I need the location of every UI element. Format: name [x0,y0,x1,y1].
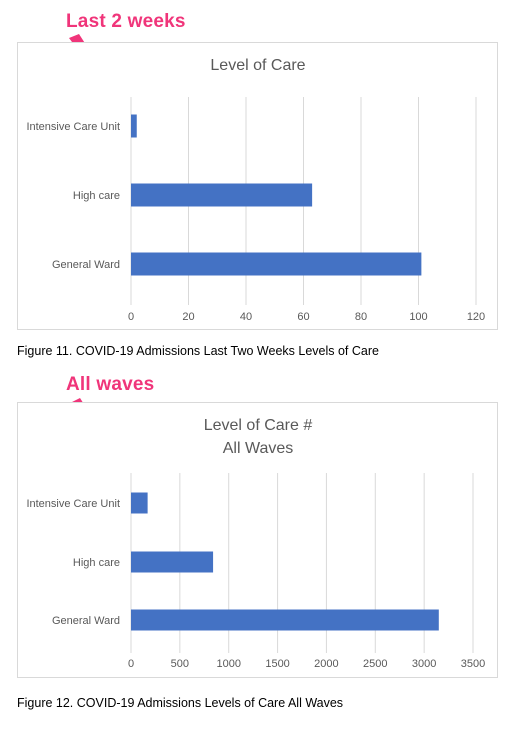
x-tick-label: 3000 [412,658,436,670]
category-label: General Ward [52,615,120,627]
figure-12-caption: Figure 12. COVID-19 Admissions Levels of… [17,696,344,710]
chart-level-of-care-last-2-weeks: Level of Care 0 20 40 60 80 100 120 Intensive Ca… [17,42,498,330]
x-tick-label: 1000 [216,658,240,670]
category-label: High care [73,190,120,202]
x-tick-label: 1500 [265,658,289,670]
chart-title: Level of Care # [204,417,313,434]
x-tick-label: 500 [171,658,189,670]
chart-level-of-care-all-waves: Level of Care # All Waves 0 500 1000 1500 2000… [17,402,498,678]
bar [131,551,214,573]
bar [131,114,137,138]
annotation-last-2-weeks: Last 2 weeks [66,11,186,32]
figure-11-caption: Figure 11. COVID-19 Admissions Last Two … [17,344,379,358]
x-tick-label: 80 [355,311,367,323]
x-tick-label: 40 [240,311,252,323]
x-tick-label: 100 [409,311,427,323]
x-tick-label: 2500 [363,658,387,670]
x-tick-label: 60 [297,311,309,323]
bar [131,183,313,207]
x-tick-label: 0 [128,311,134,323]
bar [131,252,422,276]
category-label: High care [73,557,120,569]
category-label: General Ward [52,259,120,271]
x-tick-label: 2000 [314,658,338,670]
bar [131,492,148,514]
x-tick-label: 20 [182,311,194,323]
category-label: Intensive Care Unit [26,498,120,510]
chart-svg-2: Level of Care # All Waves 0 500 1000 1500 2000… [26,417,485,670]
chart-svg-1: Level of Care 0 20 40 60 80 100 120 Intensive Ca… [26,57,485,323]
chart-title: All Waves [223,440,294,457]
annotation-all-waves: All waves [66,374,155,395]
x-tick-label: 3500 [461,658,485,670]
x-tick-label: 120 [467,311,485,323]
category-label: Intensive Care Unit [26,121,120,133]
x-tick-label: 0 [128,658,134,670]
chart-title: Level of Care [210,57,305,74]
bar [131,609,439,631]
